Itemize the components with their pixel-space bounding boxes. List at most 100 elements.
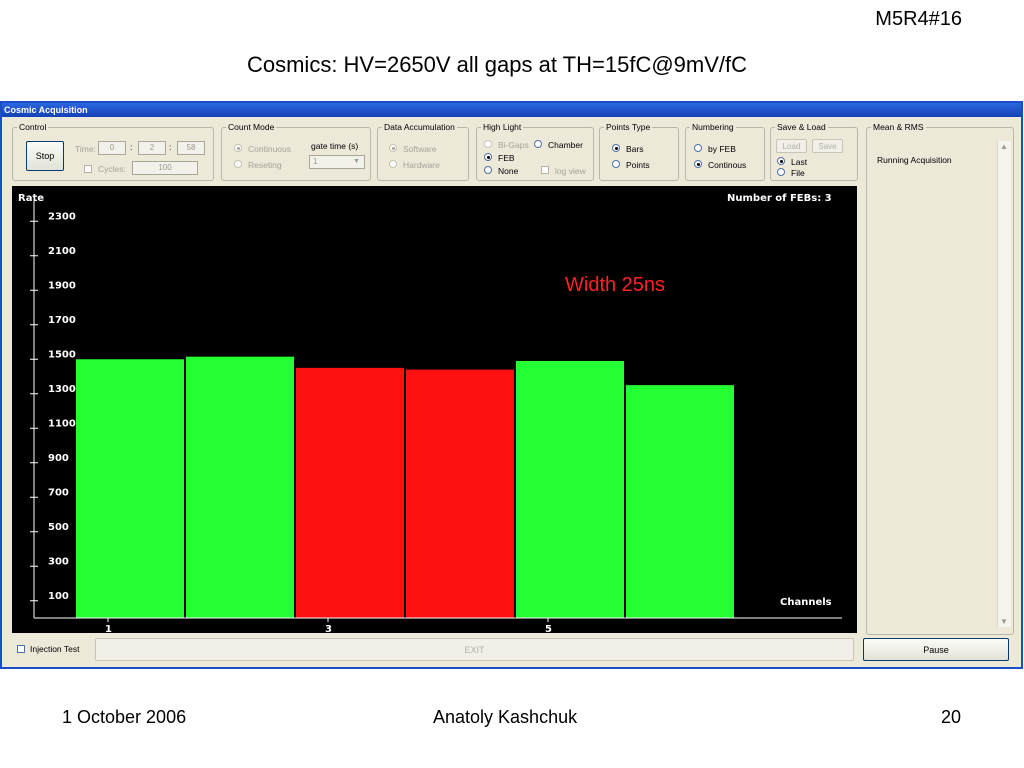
- rate-chart: 100 300 500 700 900 1100 1300 1500 1700 1900 2100 2…: [18, 193, 842, 633]
- x-tick-label: 3: [325, 624, 332, 633]
- none-radio[interactable]: [484, 166, 492, 174]
- reseting-radio[interactable]: [234, 160, 242, 168]
- data-accumulation-legend: Data Accumulation: [384, 122, 455, 132]
- x-axis-label: Channels: [780, 597, 832, 608]
- y-tick-label: 2100: [48, 246, 76, 257]
- time-seconds-field[interactable]: 58: [177, 141, 205, 155]
- time-label: Time:: [75, 144, 96, 154]
- window-title: Cosmic Acquisition: [2, 103, 1021, 117]
- by-feb-radio[interactable]: [694, 144, 702, 152]
- hardware-label: Hardware: [403, 160, 440, 170]
- control-group: Control: [12, 123, 214, 181]
- gate-time-label: gate time (s): [311, 141, 359, 151]
- slide-title: Cosmics: HV=2650V all gaps at TH=15fC@9m…: [246, 52, 748, 77]
- control-legend: Control: [19, 122, 47, 132]
- injection-test-checkbox[interactable]: [17, 645, 25, 653]
- last-label: Last: [791, 157, 808, 167]
- points-label: Points: [626, 160, 650, 170]
- points-radio[interactable]: [612, 160, 620, 168]
- log-view-label: log view: [555, 166, 586, 176]
- bar-channel-4: [406, 369, 514, 618]
- y-tick-label: 900: [48, 453, 69, 464]
- chamber-radio[interactable]: [534, 140, 542, 148]
- y-axis-label: Rate: [18, 193, 44, 204]
- mean-rms-group: Mean & RMS: [866, 123, 1014, 635]
- gate-time-select[interactable]: 1 ▼: [309, 155, 365, 169]
- cycles-field[interactable]: 100: [132, 161, 198, 175]
- numbering-group: Numbering: [685, 123, 765, 181]
- save-load-legend: Save & Load: [777, 122, 826, 132]
- footer-date: 1 October 2006: [62, 707, 187, 727]
- scroll-up-icon[interactable]: ▲: [1000, 142, 1008, 151]
- x-tick-label: 5: [545, 624, 552, 633]
- time-separator: :: [169, 142, 172, 152]
- chamber-label: Chamber: [548, 140, 583, 150]
- y-tick-label: 1900: [48, 280, 76, 291]
- continuous-label: Continuous: [248, 144, 292, 154]
- file-label: File: [791, 168, 805, 178]
- y-tick-label: 500: [48, 522, 69, 533]
- continous-label: Continous: [708, 160, 747, 170]
- y-tick-label: 1500: [48, 349, 76, 360]
- by-feb-label: by FEB: [708, 144, 736, 154]
- cycles-label: Cycles:: [98, 164, 126, 174]
- high-light-group: High Light: [476, 123, 594, 181]
- software-label: Software: [403, 144, 437, 154]
- acquisition-status: Running Acquisition: [877, 155, 952, 165]
- footer-author: Anatoly Kashchuk: [433, 707, 578, 727]
- cycles-checkbox[interactable]: [84, 165, 92, 173]
- log-view-checkbox[interactable]: [541, 166, 549, 174]
- high-light-legend: High Light: [483, 122, 522, 132]
- bar-channel-3: [296, 367, 404, 618]
- count-mode-legend: Count Mode: [228, 122, 275, 132]
- reseting-label: Reseting: [248, 160, 282, 170]
- feb-radio[interactable]: [484, 153, 492, 161]
- y-tick-label: 1300: [48, 384, 76, 395]
- bar-channel-2: [186, 356, 294, 618]
- data-accumulation-group: Data Accumulation: [377, 123, 469, 181]
- pause-button[interactable]: Pause: [863, 638, 1009, 661]
- mean-rms-scrollbar[interactable]: ▲ ▼: [997, 141, 1011, 627]
- continuous-radio[interactable]: [234, 144, 242, 152]
- exit-button[interactable]: EXIT: [95, 638, 854, 661]
- load-button[interactable]: Load: [776, 139, 807, 153]
- y-tick-label: 700: [48, 487, 69, 498]
- time-hours-field[interactable]: 0: [98, 141, 126, 155]
- scroll-down-icon[interactable]: ▼: [1000, 617, 1008, 626]
- software-radio[interactable]: [389, 144, 397, 152]
- footer-page-number: 20: [941, 707, 962, 727]
- x-tick-label: 1: [105, 624, 112, 633]
- count-mode-group: Count Mode: [221, 123, 371, 181]
- last-radio[interactable]: [777, 157, 785, 165]
- time-minutes-field[interactable]: 2: [138, 141, 166, 155]
- save-load-group: Save & Load: [770, 123, 858, 181]
- cosmic-acquisition-window: Cosmic Acquisition Control Stop Time: 0 …: [0, 101, 1023, 669]
- injection-test-label: Injection Test: [30, 644, 80, 654]
- slide-tag: M5R4#16: [875, 8, 962, 30]
- time-separator: :: [130, 142, 133, 152]
- none-label: None: [498, 166, 519, 176]
- gate-time-value: 1: [313, 157, 318, 166]
- bigaps-radio[interactable]: [484, 140, 492, 148]
- bars-radio[interactable]: [612, 144, 620, 152]
- rate-plot: 100 300 500 700 900 1100 1300 1500 1700 1900 2100 2…: [12, 186, 857, 633]
- bar-channel-1: [76, 359, 184, 618]
- stop-button[interactable]: Stop: [26, 141, 64, 171]
- y-tick-label: 1100: [48, 418, 76, 429]
- y-tick-label: 300: [48, 556, 69, 567]
- points-type-legend: Points Type: [606, 122, 651, 132]
- points-type-group: Points Type: [599, 123, 679, 181]
- continous-radio[interactable]: [694, 160, 702, 168]
- width-annotation: Width 25ns: [565, 274, 665, 296]
- mean-rms-legend: Mean & RMS: [873, 122, 924, 132]
- numbering-legend: Numbering: [692, 122, 734, 132]
- hardware-radio[interactable]: [389, 160, 397, 168]
- chevron-down-icon: ▼: [353, 158, 360, 165]
- feb-label: FEB: [498, 153, 515, 163]
- y-tick-label: 2300: [48, 211, 76, 222]
- bars-label: Bars: [626, 144, 644, 154]
- save-button[interactable]: Save: [812, 139, 843, 153]
- file-radio[interactable]: [777, 168, 785, 176]
- feb-count-label: Number of FEBs: 3: [727, 193, 832, 204]
- y-tick-label: 100: [48, 591, 69, 602]
